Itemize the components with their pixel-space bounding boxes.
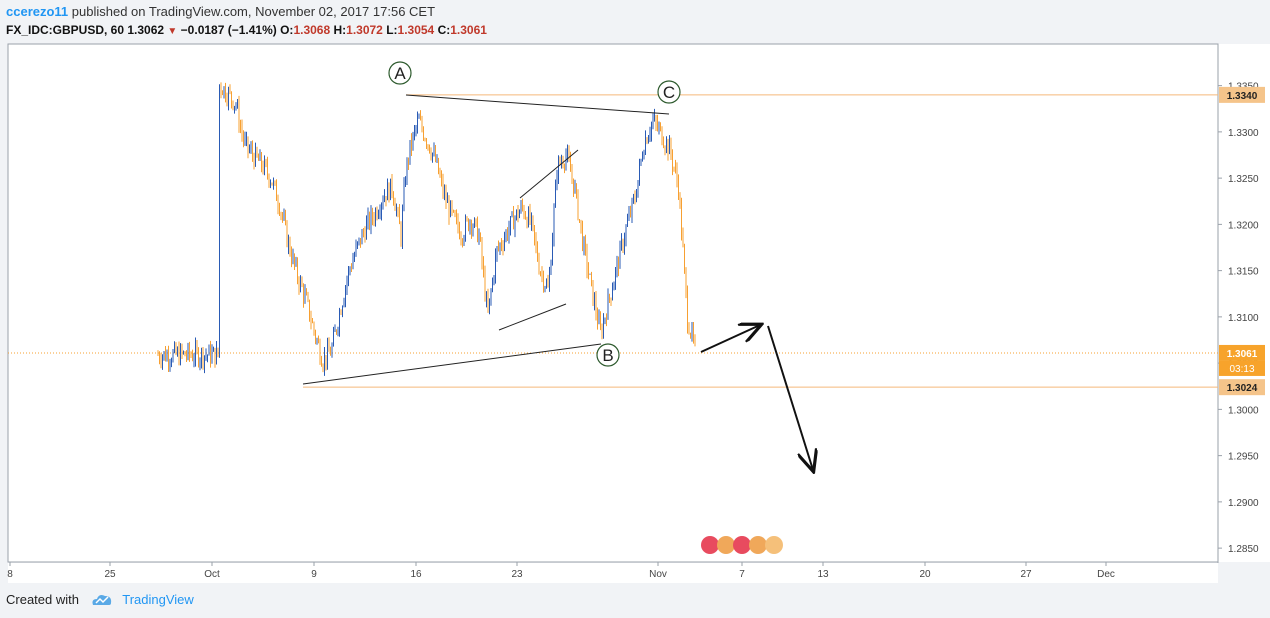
x-axis: 8 25 Oct 9 16 23 Nov 7 13 20 27 Dec — [7, 562, 1115, 580]
wave-label-circle — [388, 61, 412, 85]
price-label-box — [1219, 86, 1265, 103]
price-label-text: 1.3340 — [1227, 91, 1258, 102]
high-label: H: — [333, 23, 347, 37]
x-tick-label: 25 — [104, 569, 116, 580]
y-tick-label: 1.3100 — [1228, 313, 1259, 324]
event-flag-icon[interactable] — [701, 536, 719, 554]
publish-info: published on TradingView.com, November 0… — [68, 4, 436, 19]
y-tick-label: 1.3000 — [1228, 405, 1259, 416]
trendline-b — [302, 343, 602, 385]
wave-label-text: A — [394, 64, 406, 83]
countdown-box — [1219, 360, 1265, 376]
wave-label-c: C — [657, 80, 681, 104]
symbol-line: FX_IDC:GBPUSD, 60 1.3062 ▼ −0.0187 (−1.4… — [6, 23, 487, 37]
author-link[interactable]: ccerezo11 — [6, 4, 69, 19]
symbol-name: FX_IDC:GBPUSD, 60 — [6, 23, 125, 37]
y-tick-label: 1.2900 — [1228, 498, 1259, 509]
plot-area — [7, 43, 1219, 563]
x-tick-label: Oct — [204, 569, 220, 580]
x-tick-label: 27 — [1020, 569, 1032, 580]
x-tick-label: 16 — [410, 569, 422, 580]
close-label: C: — [437, 23, 451, 37]
event-flag-icon[interactable] — [733, 536, 751, 554]
x-tick-label: Dec — [1097, 569, 1115, 580]
wave-label-circle — [596, 343, 620, 367]
wave-label-a: A — [388, 61, 412, 85]
open-value: 1.3068 — [293, 23, 331, 37]
arrow-up — [700, 325, 760, 353]
x-tick-label: 13 — [817, 569, 829, 580]
event-flag-icon[interactable] — [717, 536, 735, 554]
close-value: 1.3061 — [450, 23, 487, 37]
tradingview-link[interactable]: TradingView — [122, 592, 194, 607]
y-tick-label: 1.2850 — [1228, 544, 1259, 555]
candles — [157, 82, 696, 376]
tradingview-cloud-icon — [92, 595, 111, 605]
horizontal-levels — [8, 94, 1218, 388]
countdown-text: 03:13 — [1229, 364, 1254, 375]
price-label-text: 1.3024 — [1227, 383, 1258, 394]
last-price: 1.3062 — [127, 23, 165, 37]
footer: Created with TradingView — [6, 592, 194, 607]
created-with-text: Created with — [6, 592, 79, 607]
price-axis — [1218, 44, 1270, 562]
price-change: −0.0187 (−1.41%) — [180, 23, 277, 37]
channel-low-line — [498, 303, 567, 331]
price-label-box — [1219, 344, 1265, 361]
y-tick-label: 1.3300 — [1228, 128, 1259, 139]
low-label: L: — [386, 23, 398, 37]
publish-line: ccerezo11 published on TradingView.com, … — [6, 4, 435, 19]
x-tick-label: 9 — [311, 569, 317, 580]
x-tick-label: 23 — [511, 569, 523, 580]
wave-label-b: B — [596, 343, 620, 367]
open-label: O: — [280, 23, 294, 37]
drawings — [302, 94, 813, 470]
wave-label-circle — [657, 80, 681, 104]
y-tick-label: 1.3200 — [1228, 220, 1259, 231]
wave-label-text: C — [663, 83, 675, 102]
price-label-text: 1.3061 — [1227, 349, 1258, 360]
x-tick-label: 8 — [7, 569, 13, 580]
price-label-box — [1219, 379, 1265, 396]
wave-label-text: B — [602, 346, 613, 365]
high-value: 1.3072 — [346, 23, 383, 37]
y-tick-label: 1.3250 — [1228, 174, 1259, 185]
x-tick-label: Nov — [649, 569, 667, 580]
y-tick-label: 1.3150 — [1228, 267, 1259, 278]
event-flag-icon[interactable] — [765, 536, 783, 554]
wave-labels: A B C — [388, 61, 681, 367]
low-value: 1.3054 — [397, 23, 435, 37]
arrow-down — [767, 325, 813, 470]
y-tick-label: 1.2950 — [1228, 452, 1259, 463]
x-tick-label: 7 — [739, 569, 745, 580]
price-labels: 1.3340 1.3061 1.3024 03:13 — [1219, 86, 1265, 396]
down-arrow-icon: ▼ — [167, 26, 178, 37]
event-icons — [701, 536, 783, 554]
chart-header: ccerezo11 published on TradingView.com, … — [0, 0, 1270, 44]
time-axis — [8, 563, 1218, 583]
trendline-a-c — [405, 94, 670, 115]
x-tick-label: 20 — [919, 569, 931, 580]
channel-high-line — [519, 149, 579, 199]
event-flag-icon[interactable] — [749, 536, 767, 554]
